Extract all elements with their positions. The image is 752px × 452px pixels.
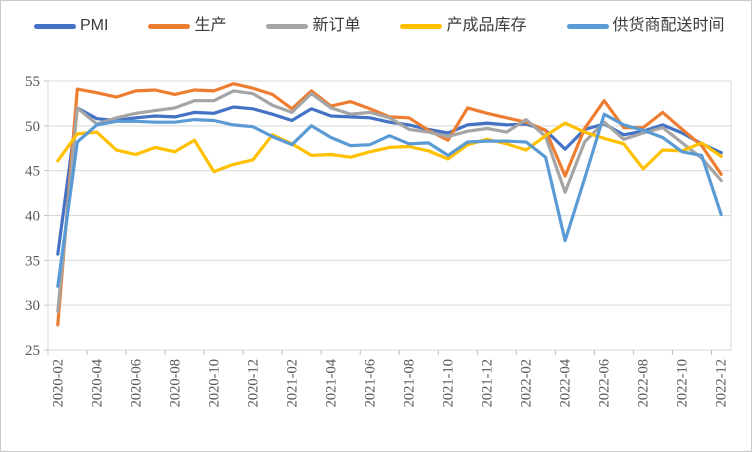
x-axis-label-2022-10: 2022-10 <box>675 359 691 407</box>
y-axis-label-30: 30 <box>25 298 40 314</box>
legend-line-icon-production <box>148 23 191 29</box>
y-axis-label-35: 35 <box>25 253 40 269</box>
x-axis-label-2021-08: 2021-08 <box>402 359 418 407</box>
x-axis-label-2020-02: 2020-02 <box>50 359 66 407</box>
x-axis-label-2021-10: 2021-10 <box>441 359 457 407</box>
legend-label-finished-goods-inventory: 产成品库存 <box>446 17 527 34</box>
series-line-finished-goods-inventory <box>56 121 723 174</box>
series-line-pmi <box>56 105 723 256</box>
x-axis-label-2022-12: 2022-12 <box>714 359 730 407</box>
series-line-production <box>56 82 723 327</box>
x-axis-label-2021-04: 2021-04 <box>323 358 339 407</box>
legend-item-pmi: PMI <box>34 18 108 34</box>
legend-label-supplier-delivery-time: 供货商配送时间 <box>612 17 725 34</box>
legend-item-new-orders: 新订单 <box>266 18 360 34</box>
x-axis-label-2021-12: 2021-12 <box>480 359 496 407</box>
legend-line-icon-supplier-delivery-time <box>566 23 609 29</box>
x-axis-label-2020-08: 2020-08 <box>167 359 183 407</box>
y-axis-label-40: 40 <box>25 209 40 225</box>
legend-item-production: 生产 <box>148 18 226 34</box>
x-axis-label-2020-12: 2020-12 <box>245 359 261 407</box>
x-axis-label-2020-06: 2020-06 <box>128 359 144 407</box>
legend-line-icon-finished-goods-inventory <box>400 23 443 29</box>
legend-label-production: 生产 <box>194 17 227 34</box>
chart-legend: PMI 生产 新订单 产成品库存 供货商配送时间 <box>34 15 745 37</box>
x-axis-label-2020-10: 2020-10 <box>206 359 222 407</box>
y-axis-label-45: 45 <box>25 164 40 180</box>
legend-line-icon-pmi <box>34 23 76 29</box>
legend-label-pmi: PMI <box>80 17 109 34</box>
x-axis-label-2022-06: 2022-06 <box>597 359 613 407</box>
series-line-supplier-delivery-time <box>56 112 723 288</box>
series-line-new-orders <box>56 89 723 313</box>
y-axis-label-25: 25 <box>25 343 40 359</box>
x-axis-label-2021-06: 2021-06 <box>362 359 378 407</box>
plot-border <box>47 80 732 351</box>
legend-label-new-orders: 新订单 <box>312 17 361 34</box>
x-axis-label-2022-04: 2022-04 <box>558 358 574 407</box>
y-axis-label-55: 55 <box>25 74 40 90</box>
x-axis-label-2020-04: 2020-04 <box>89 358 105 407</box>
legend-item-finished-goods-inventory: 产成品库存 <box>400 17 527 34</box>
x-axis-label-2022-08: 2022-08 <box>636 359 652 407</box>
x-axis-label-2021-02: 2021-02 <box>284 359 300 407</box>
legend-line-icon-new-orders <box>266 23 309 29</box>
legend-item-supplier-delivery-time: 供货商配送时间 <box>566 17 725 34</box>
x-axis-label-2022-02: 2022-02 <box>519 359 535 407</box>
y-axis-label-50: 50 <box>25 119 40 135</box>
